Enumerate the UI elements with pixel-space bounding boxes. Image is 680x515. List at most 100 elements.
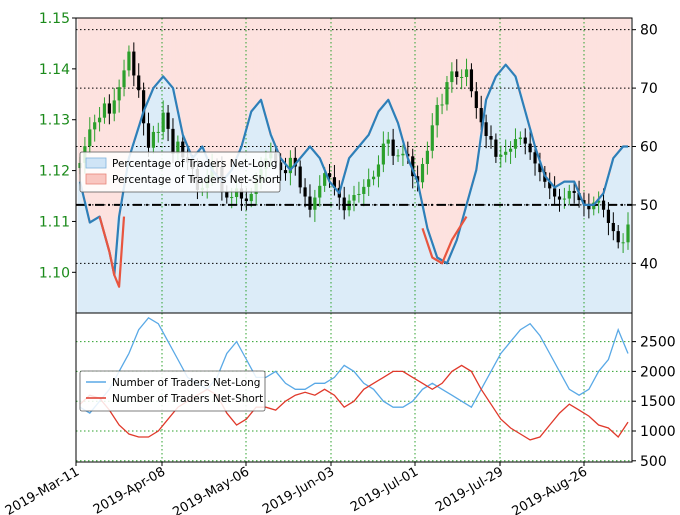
candle-body [567, 190, 571, 199]
net-long-fill [424, 228, 431, 313]
net-short-fill [248, 18, 254, 112]
net-short-fill [317, 18, 323, 159]
net-long-fill [400, 140, 406, 313]
net-long-fill [473, 169, 480, 313]
candle-body [288, 157, 292, 174]
net-short-fill [405, 18, 411, 159]
candle-body [504, 151, 508, 155]
net-short-fill [400, 18, 406, 141]
net-long-fill [346, 158, 352, 313]
candle-body [508, 148, 513, 152]
candle-body [474, 91, 478, 109]
candle-body [151, 131, 155, 148]
count-legend-label: Number of Traders Net-Short [112, 393, 263, 405]
net-long-fill [336, 193, 343, 313]
net-long-fill [513, 76, 519, 314]
net-short-fill [532, 18, 538, 147]
candle-body [181, 141, 185, 158]
net-long-fill [278, 158, 284, 313]
net-short-fill [146, 18, 152, 100]
net-short-fill [576, 18, 582, 194]
net-long-fill [620, 146, 626, 313]
candle-body [401, 153, 405, 156]
net-long-fill [175, 111, 181, 313]
net-long-fill [263, 117, 269, 313]
net-long-fill [239, 146, 245, 313]
net-long-fill [351, 152, 357, 313]
price-tick-label: 1.10 [39, 265, 70, 281]
net-long-fill [444, 263, 450, 313]
candle-body [464, 69, 469, 77]
net-short-fill [239, 18, 245, 147]
net-long-fill [552, 187, 558, 313]
net-short-fill [170, 18, 176, 89]
net-short-fill [322, 18, 328, 170]
net-long-fill [522, 111, 528, 313]
candle-body [362, 186, 366, 194]
candle-body [626, 224, 630, 243]
candle-body [425, 150, 429, 164]
net-short-fill [185, 18, 191, 147]
date-tick-label: 2019-Jul-29 [433, 464, 506, 515]
net-long-fill [150, 88, 157, 314]
net-short-fill [356, 18, 362, 147]
net-short-fill [312, 18, 318, 153]
net-long-fill [307, 146, 313, 313]
net-long-fill [170, 88, 176, 314]
net-short-fill [410, 18, 416, 170]
net-short-fill [542, 18, 548, 176]
candle-body [572, 190, 576, 193]
net-long-fill [146, 99, 152, 313]
net-short-fill [439, 18, 445, 261]
net-short-fill [454, 18, 460, 240]
net-short-fill [508, 18, 514, 71]
date-tick-label: 2019-Mar-11 [3, 464, 82, 515]
net-short-fill [459, 18, 465, 223]
net-short-fill [287, 18, 294, 170]
candle-body [112, 100, 116, 114]
net-short-fill [302, 18, 308, 153]
net-short-fill [557, 18, 563, 185]
net-long-fill [204, 158, 210, 313]
candle-body [557, 196, 562, 200]
net-long-fill [302, 152, 308, 313]
candle-body [513, 139, 518, 149]
candle-body [396, 155, 400, 157]
net-long-fill [601, 193, 607, 313]
count-tick-label: 2000 [640, 364, 676, 380]
net-long-fill [287, 169, 294, 313]
sentiment-tick-label: 80 [640, 23, 658, 39]
net-long-fill [194, 152, 201, 313]
candle-body [562, 198, 566, 200]
net-short-fill [199, 18, 206, 147]
net-short-fill [586, 18, 592, 205]
net-long-fill [561, 181, 568, 313]
net-short-fill [219, 18, 225, 182]
net-short-fill [116, 18, 122, 217]
net-long-fill [542, 175, 548, 313]
net-short-fill [464, 18, 470, 205]
net-short-fill [283, 18, 289, 165]
net-short-fill [547, 18, 553, 182]
candle-body [616, 231, 620, 243]
net-short-fill [601, 18, 607, 194]
net-short-fill [449, 18, 455, 252]
net-short-fill [194, 18, 201, 153]
candle-body [230, 197, 234, 199]
net-short-fill [561, 18, 568, 182]
date-tick-label: 2019-Jul-01 [348, 464, 421, 515]
net-long-fill [459, 222, 465, 313]
net-short-fill [263, 18, 269, 118]
sentiment-legend-label: Percentage of Traders Net-Long [112, 158, 277, 170]
net-long-fill [532, 146, 538, 313]
candle-body [318, 185, 322, 198]
candle-body [494, 139, 498, 157]
candle-body [279, 162, 283, 171]
net-long-fill [439, 260, 445, 313]
candle-body [342, 197, 346, 211]
net-long-fill [429, 242, 436, 313]
count-legend-label: Number of Traders Net-Long [112, 377, 260, 389]
net-long-fill [160, 76, 166, 314]
candle-body [137, 75, 141, 91]
